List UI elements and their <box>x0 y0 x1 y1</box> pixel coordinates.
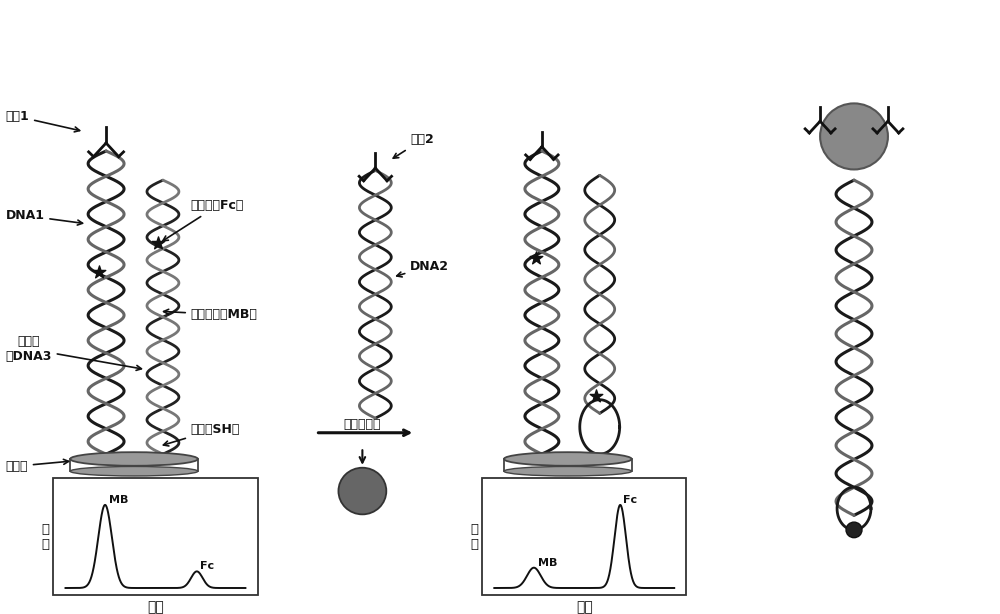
Ellipse shape <box>70 467 198 476</box>
Text: Fc: Fc <box>623 495 637 505</box>
Text: MB: MB <box>109 495 128 505</box>
Text: 电
流: 电 流 <box>470 523 478 551</box>
Text: 亚甲基蓝（MB）: 亚甲基蓝（MB） <box>164 308 258 321</box>
Text: 捕获探
鷚DNA3: 捕获探 鷚DNA3 <box>5 335 141 370</box>
Text: DNA2: DNA2 <box>397 260 449 277</box>
Text: 抗体2: 抗体2 <box>393 133 434 158</box>
Text: DNA1: DNA1 <box>5 209 83 225</box>
Circle shape <box>820 103 888 169</box>
Text: 电势: 电势 <box>147 600 164 614</box>
FancyBboxPatch shape <box>482 478 686 595</box>
Ellipse shape <box>504 467 632 476</box>
Text: MB: MB <box>538 558 557 568</box>
Text: 电
流: 电 流 <box>41 523 49 551</box>
Text: 疆基（SH）: 疆基（SH） <box>163 423 240 446</box>
Point <box>528 253 544 263</box>
Ellipse shape <box>70 452 198 466</box>
Text: 电势: 电势 <box>576 600 593 614</box>
Text: 金电极: 金电极 <box>5 459 69 473</box>
Text: 二茂铁（Fc）: 二茂铁（Fc） <box>163 200 244 241</box>
Point <box>91 268 107 278</box>
Ellipse shape <box>504 452 632 466</box>
Circle shape <box>338 468 386 515</box>
Point <box>588 391 604 401</box>
Text: Fc: Fc <box>200 561 214 572</box>
Circle shape <box>846 522 862 538</box>
Text: 抗体1: 抗体1 <box>5 110 80 132</box>
Text: 目标蛋白质: 目标蛋白质 <box>344 419 381 432</box>
Point <box>150 238 166 248</box>
FancyBboxPatch shape <box>53 478 258 595</box>
